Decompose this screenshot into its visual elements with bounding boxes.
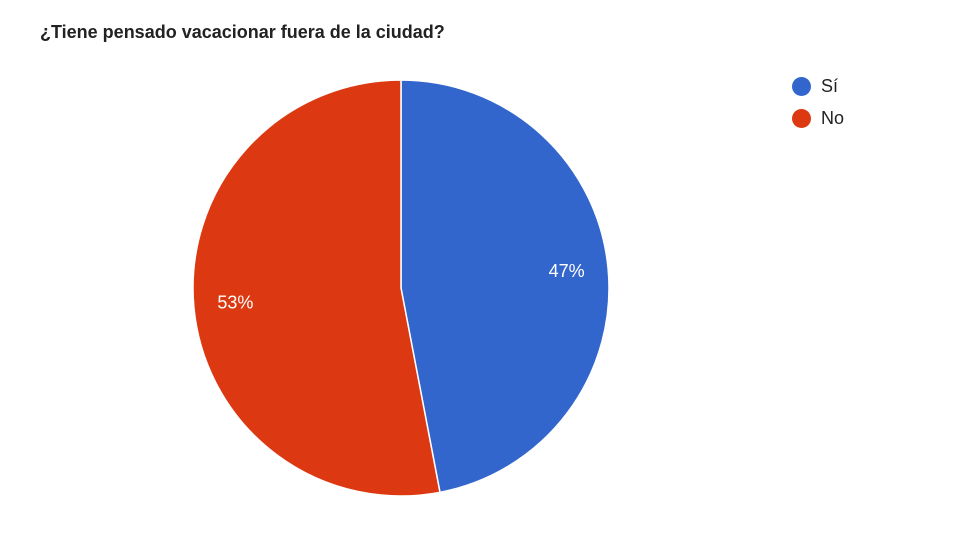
legend-swatch-si	[792, 76, 811, 96]
legend-label-si: Sí	[821, 75, 839, 96]
chart-title: ¿Tiene pensado vacacionar fuera de la ci…	[40, 22, 445, 42]
data-label-no: 53%	[217, 292, 253, 312]
legend-item-si[interactable]: Sí	[792, 76, 844, 96]
pie-slice-no[interactable]	[192, 79, 441, 497]
data-label-si: 47%	[549, 261, 585, 281]
pie-slice-si[interactable]	[400, 79, 610, 494]
legend-label-no: No	[821, 107, 845, 128]
legend: Sí No	[792, 76, 844, 140]
legend-swatch-no	[792, 108, 811, 128]
legend-item-no[interactable]: No	[792, 108, 844, 128]
